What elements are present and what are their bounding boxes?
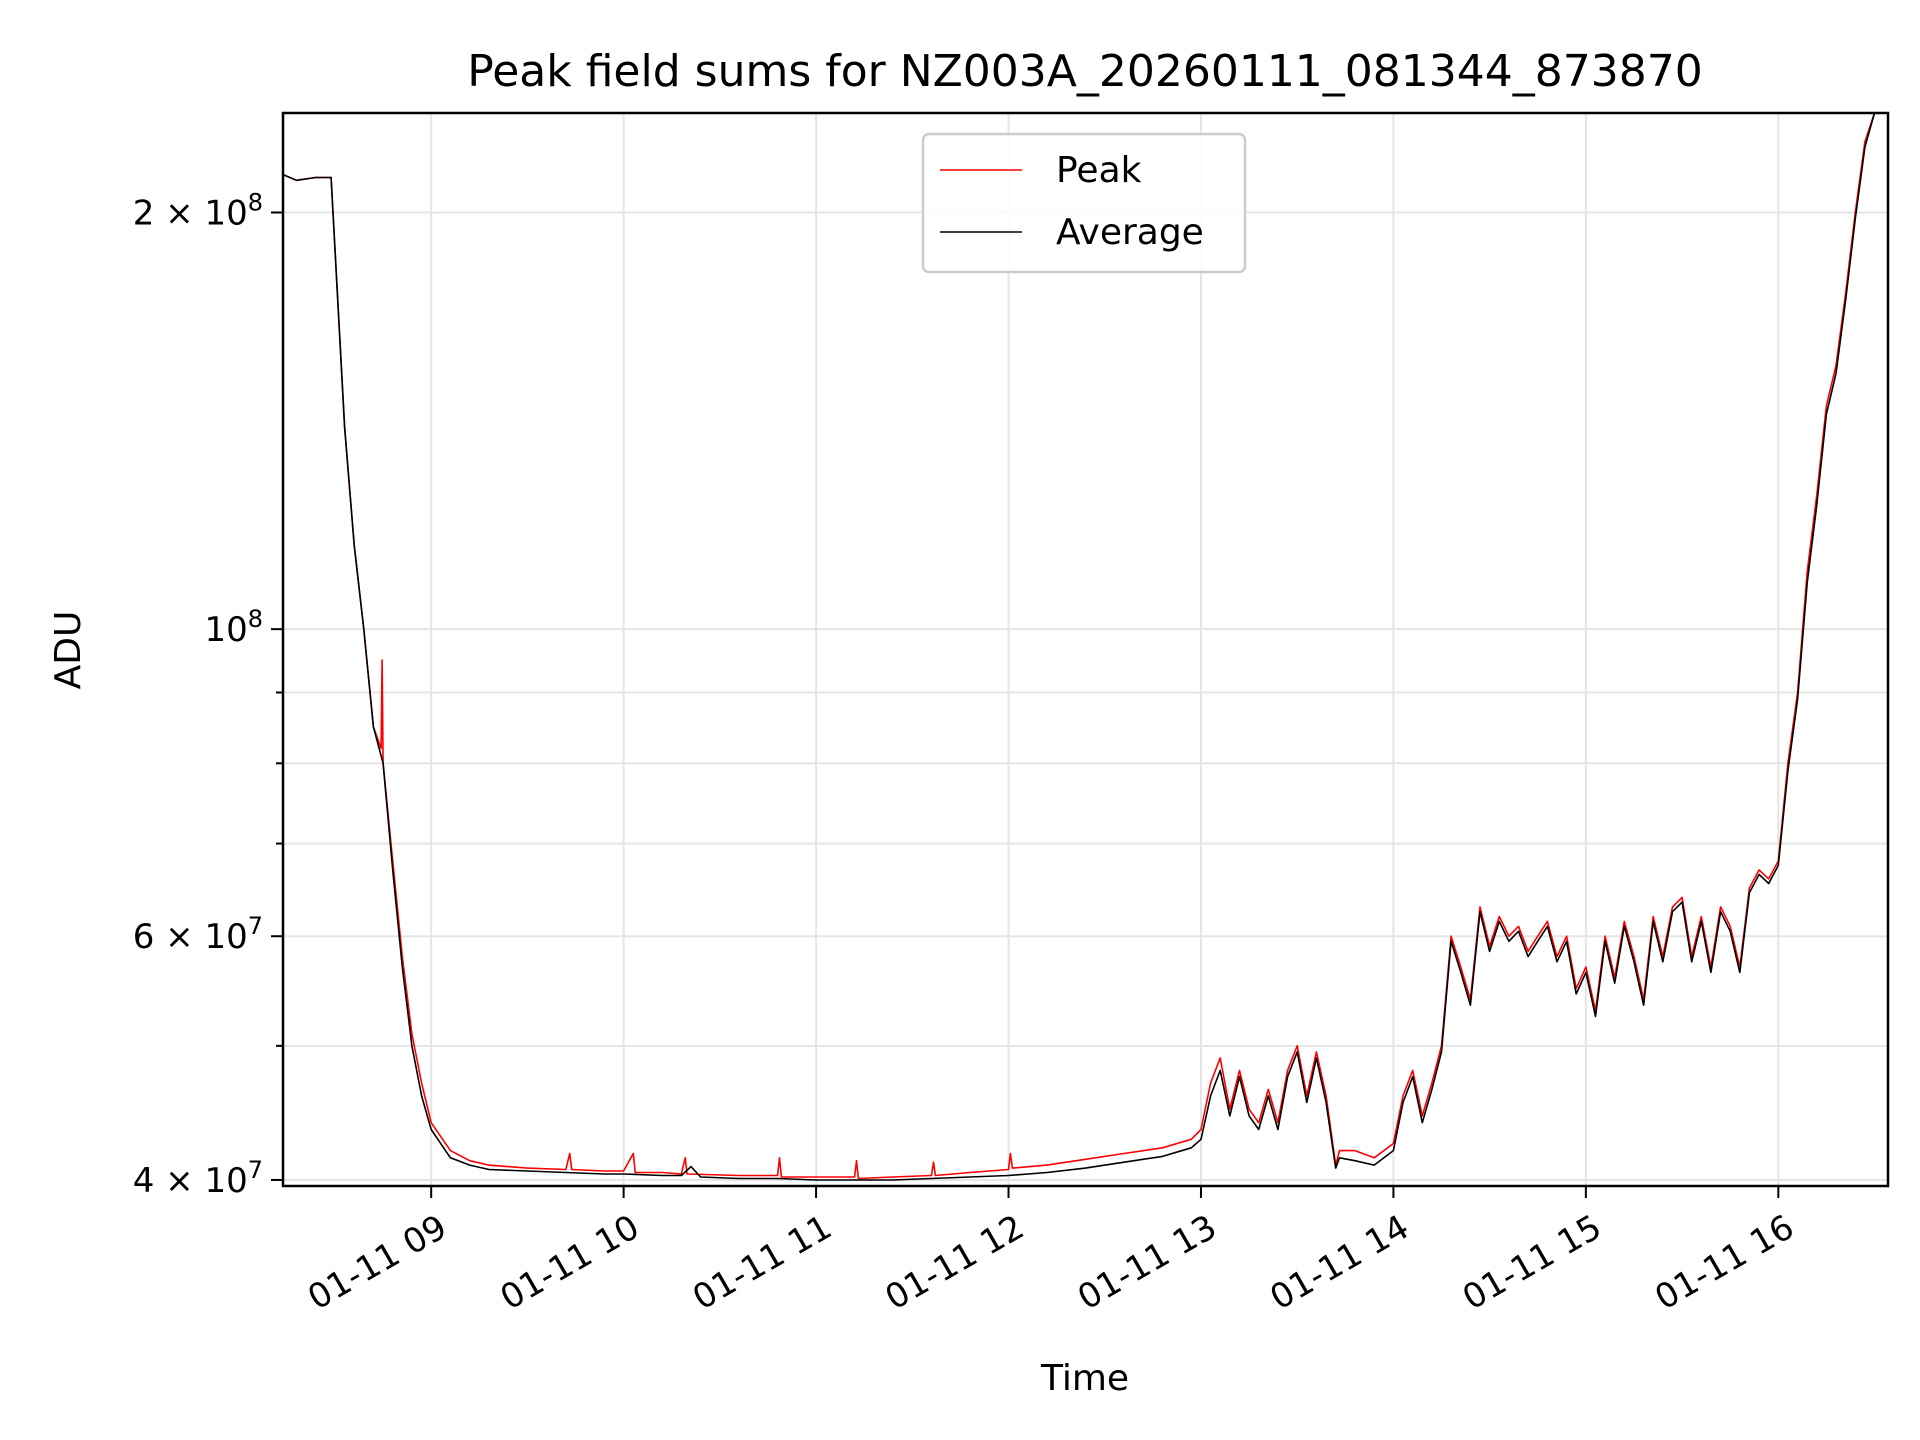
grid (283, 113, 1888, 1186)
legend-average-label: Average (1056, 212, 1204, 253)
series-line-average (283, 113, 1888, 1181)
plot-frame (281, 111, 1890, 1188)
chart-title: Peak field sums for NZ003A_20260111_0813… (467, 46, 1702, 97)
y-axis: 4 × 107 6 × 107 108 2 × 108 (133, 188, 283, 1201)
legend-peak-label: Peak (1056, 150, 1142, 191)
legend-box (921, 132, 1247, 274)
y-tick-label: 2 × 108 (133, 188, 263, 233)
y-axis-label: ADU (48, 611, 89, 690)
series-line-peak (283, 113, 1888, 1180)
y-tick-label: 6 × 107 (133, 912, 263, 957)
legend: Peak Average (921, 132, 1247, 274)
series-layer (283, 113, 1888, 1181)
y-tick-label: 108 (204, 605, 263, 650)
y-tick-label: 4 × 107 (133, 1156, 263, 1201)
x-axis-label: Time (1040, 1358, 1129, 1399)
